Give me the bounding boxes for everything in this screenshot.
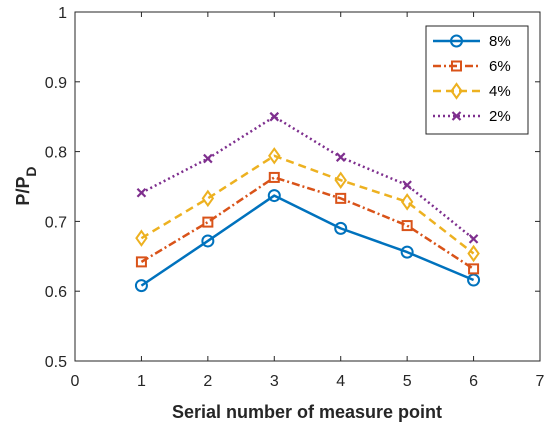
axes-box <box>74 11 541 362</box>
series-layer <box>134 111 481 293</box>
data-point-2pct-5 <box>402 180 412 190</box>
axes-layer <box>74 11 541 362</box>
x-axis-title: Serial number of measure point <box>172 402 442 422</box>
x-tick-label: 1 <box>137 373 146 390</box>
data-point-8pct-5 <box>400 245 414 259</box>
series-2pct <box>136 111 479 244</box>
legend-item-2pct: 2% <box>433 108 511 125</box>
data-point-2pct-3 <box>269 111 280 122</box>
data-point-6pct-4 <box>335 192 347 204</box>
series-4pct <box>135 147 480 263</box>
legend-marker-4pct <box>450 82 463 100</box>
x-tick-label: 0 <box>71 373 80 390</box>
legend-label-4pct: 4% <box>489 83 511 100</box>
y-tick-label: 0.8 <box>45 145 67 162</box>
legend-marker-6pct <box>451 60 462 72</box>
data-point-4pct-4 <box>334 171 347 189</box>
data-point-6pct-3 <box>268 171 280 183</box>
data-point-4pct-6 <box>467 244 480 263</box>
series-6pct <box>135 171 480 275</box>
legend-marker-2pct <box>451 111 462 121</box>
x-tick-label: 5 <box>403 373 412 390</box>
data-point-8pct-4 <box>334 221 348 235</box>
series-8pct <box>134 189 481 293</box>
data-point-2pct-2-stroke-b <box>203 153 213 164</box>
y-axis-title-subscript: D <box>23 166 39 176</box>
legend-label-6pct: 6% <box>489 58 511 75</box>
legend: 8% 6% 4% 2% <box>425 25 529 135</box>
data-point-6pct-6 <box>468 263 480 275</box>
data-point-2pct-4 <box>335 152 346 162</box>
y-tick-label: 0.7 <box>45 214 67 231</box>
data-point-6pct-1 <box>135 256 147 268</box>
data-point-4pct-5 <box>400 193 414 211</box>
data-point-2pct-3-stroke-b <box>269 111 280 122</box>
data-point-2pct-1-stroke-b <box>136 188 147 198</box>
data-point-2pct-2 <box>203 153 213 164</box>
legend-box <box>425 25 529 135</box>
data-point-8pct-6 <box>467 273 481 287</box>
data-point-4pct-1 <box>135 229 148 247</box>
data-point-8pct-2 <box>201 234 215 248</box>
data-point-2pct-1 <box>136 188 147 198</box>
y-axis-title-main: P/P <box>13 177 33 206</box>
data-point-2pct-6 <box>468 234 479 244</box>
y-axis-title: P/PD <box>13 166 39 205</box>
data-point-2pct-4-stroke-b <box>335 152 346 162</box>
y-tick-label: 0.9 <box>45 75 67 92</box>
data-point-2pct-6-stroke-b <box>468 234 479 244</box>
legend-marker-8pct <box>450 34 463 48</box>
data-point-4pct-2 <box>201 189 215 208</box>
legend-marker-2pct-stroke-b <box>451 111 462 121</box>
legend-label-8pct: 8% <box>489 33 511 50</box>
data-point-6pct-5 <box>401 220 413 232</box>
data-point-4pct-3 <box>268 147 281 165</box>
data-point-8pct-1 <box>134 279 148 293</box>
data-point-8pct-3 <box>267 189 281 203</box>
data-point-6pct-2 <box>202 216 214 228</box>
legend-item-4pct: 4% <box>433 82 511 100</box>
x-tick-label: 6 <box>469 373 478 390</box>
x-tick-label: 3 <box>270 373 279 390</box>
y-tick-label: 0.5 <box>45 354 67 371</box>
data-point-2pct-5-stroke-b <box>402 180 412 190</box>
ticks-layer: 0 1 2 3 4 5 6 7 0.5 0.6 0.7 0.8 0.9 1 <box>45 5 545 390</box>
x-tick-label: 4 <box>336 373 345 390</box>
x-tick-label: 2 <box>203 373 212 390</box>
legend-item-8pct: 8% <box>433 33 511 50</box>
series-line-8pct <box>140 194 475 287</box>
series-line-6pct <box>140 176 475 270</box>
y-tick-label: 1 <box>58 5 67 22</box>
x-tick-label: 7 <box>536 373 545 390</box>
legend-label-2pct: 2% <box>489 108 511 125</box>
y-tick-label: 0.6 <box>45 284 67 301</box>
legend-item-6pct: 6% <box>433 58 511 75</box>
